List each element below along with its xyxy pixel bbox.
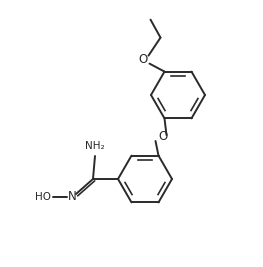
Text: O: O <box>138 53 147 66</box>
Text: N: N <box>68 190 76 203</box>
Text: NH₂: NH₂ <box>85 141 105 151</box>
Text: HO: HO <box>35 192 51 202</box>
Text: O: O <box>158 131 167 143</box>
